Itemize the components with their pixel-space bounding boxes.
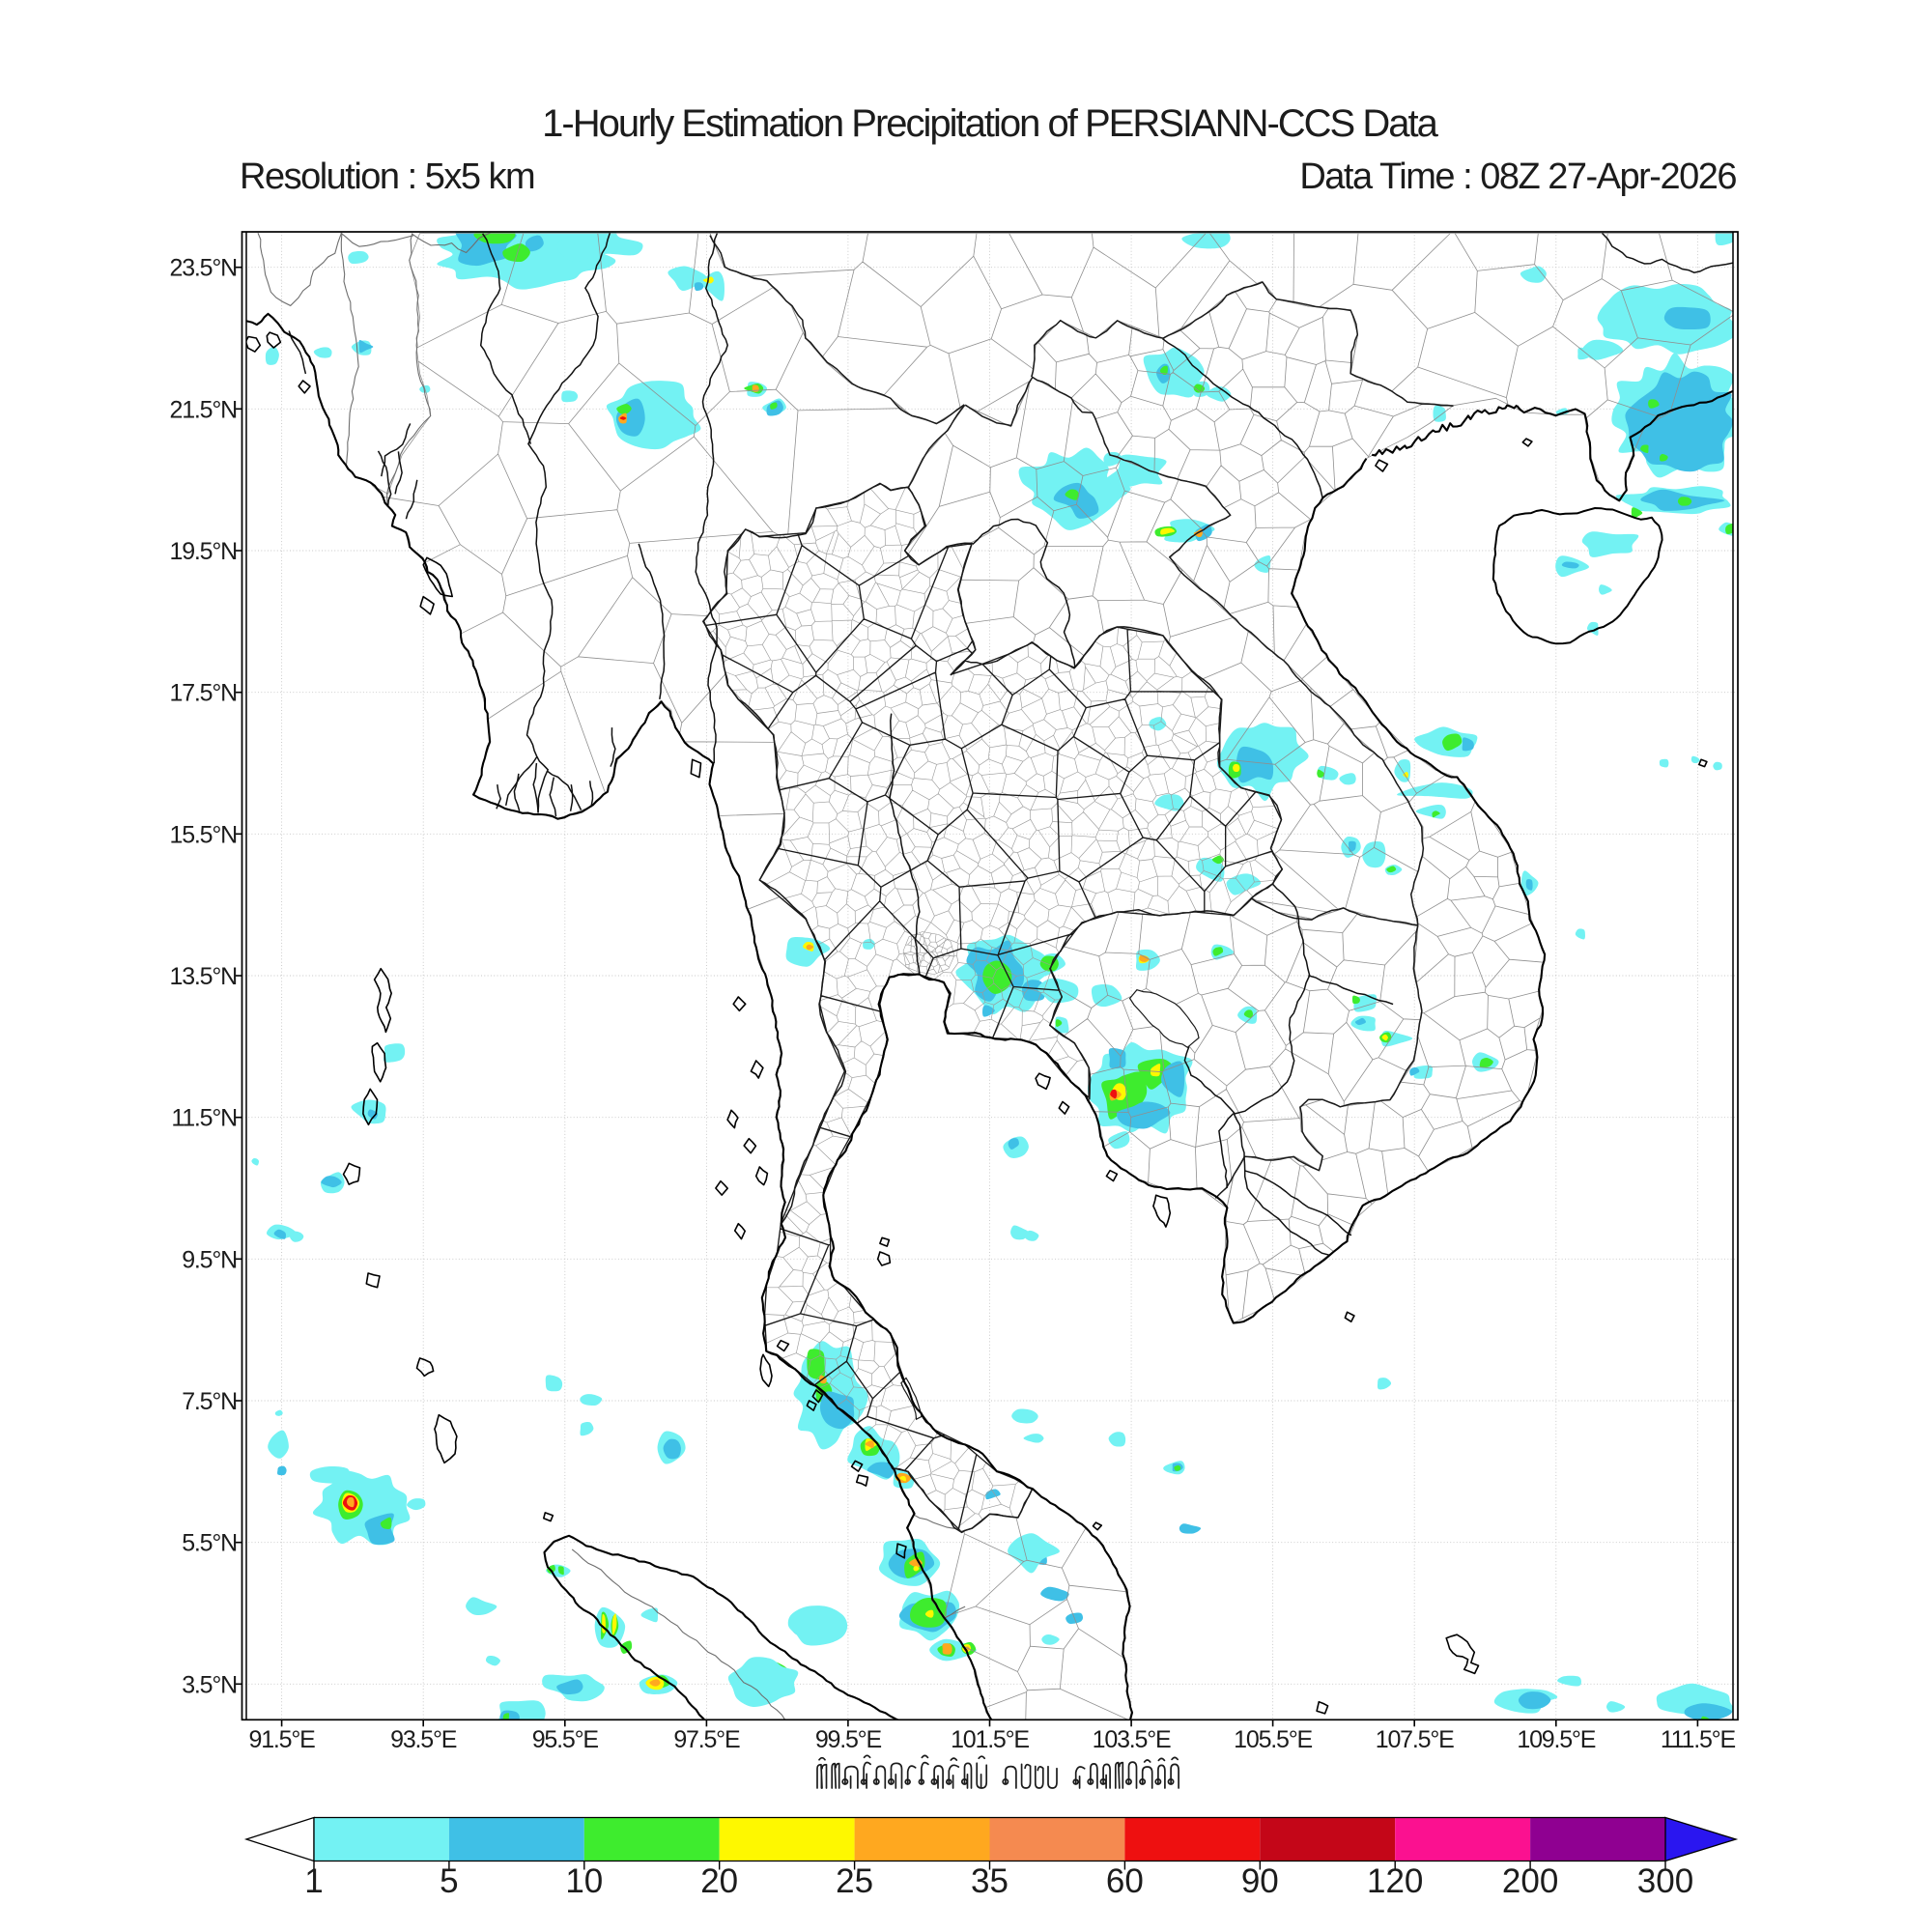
svg-text:10: 10 <box>565 1862 603 1900</box>
svg-text:200: 200 <box>1502 1862 1558 1900</box>
svg-text:120: 120 <box>1367 1862 1423 1900</box>
svg-text:5.5°N: 5.5°N <box>182 1530 237 1557</box>
svg-text:91.5°E: 91.5°E <box>249 1726 316 1753</box>
svg-text:23.5°N: 23.5°N <box>169 255 237 282</box>
svg-text:35: 35 <box>971 1862 1009 1900</box>
svg-text:1-Hourly Estimation Precipitat: 1-Hourly Estimation Precipitation of PER… <box>542 102 1438 145</box>
svg-text:93.5°E: 93.5°E <box>390 1726 457 1753</box>
svg-text:15.5°N: 15.5°N <box>169 821 237 848</box>
svg-text:111.5°E: 111.5°E <box>1661 1726 1736 1753</box>
svg-text:17.5°N: 17.5°N <box>169 680 237 707</box>
svg-text:101.5°E: 101.5°E <box>951 1726 1029 1753</box>
svg-text:97.5°E: 97.5°E <box>673 1726 740 1753</box>
svg-text:19.5°N: 19.5°N <box>169 538 237 565</box>
svg-text:Resolution : 5x5 km: Resolution : 5x5 km <box>240 156 534 197</box>
svg-text:7.5°N: 7.5°N <box>182 1388 237 1415</box>
svg-text:25: 25 <box>836 1862 873 1900</box>
svg-text:60: 60 <box>1106 1862 1144 1900</box>
svg-text:103.5°E: 103.5°E <box>1093 1726 1171 1753</box>
svg-text:11.5°N: 11.5°N <box>171 1105 237 1132</box>
svg-text:13.5°N: 13.5°N <box>169 963 237 990</box>
svg-text:107.5°E: 107.5°E <box>1376 1726 1454 1753</box>
svg-text:9.5°N: 9.5°N <box>182 1246 237 1273</box>
svg-text:5: 5 <box>440 1862 458 1900</box>
svg-text:90: 90 <box>1241 1862 1279 1900</box>
svg-text:3.5°N: 3.5°N <box>182 1671 237 1698</box>
svg-text:99.5°E: 99.5°E <box>815 1726 882 1753</box>
svg-text:109.5°E: 109.5°E <box>1517 1726 1595 1753</box>
svg-text:105.5°E: 105.5°E <box>1234 1726 1312 1753</box>
svg-text:Data Time : 08Z 27-Apr-2026: Data Time : 08Z 27-Apr-2026 <box>1299 156 1736 197</box>
svg-text:21.5°N: 21.5°N <box>169 396 237 423</box>
svg-text:1: 1 <box>304 1862 323 1900</box>
svg-text:20: 20 <box>700 1862 738 1900</box>
svg-text:300: 300 <box>1637 1862 1693 1900</box>
svg-text:95.5°E: 95.5°E <box>532 1726 599 1753</box>
